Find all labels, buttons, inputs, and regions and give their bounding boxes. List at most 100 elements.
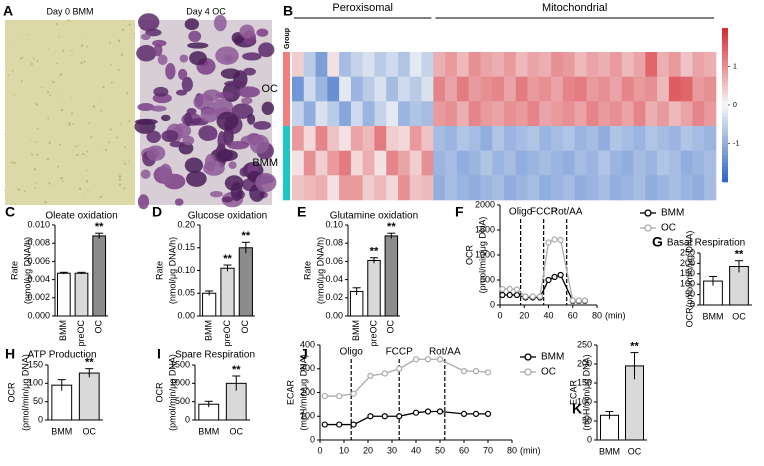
significance: ** bbox=[95, 221, 104, 233]
heatmap-cell bbox=[645, 76, 658, 102]
cell bbox=[137, 194, 150, 210]
colorbar-step bbox=[722, 151, 728, 156]
speck bbox=[13, 161, 16, 165]
heatmap-cell bbox=[327, 150, 340, 176]
row-group-label: BMM bbox=[252, 157, 278, 169]
x-tick-label: 20 bbox=[363, 445, 373, 455]
heatmap-cell bbox=[433, 175, 446, 201]
heatmap-cell bbox=[539, 175, 552, 201]
speck bbox=[56, 96, 58, 98]
cell bbox=[216, 149, 238, 162]
cell bbox=[146, 145, 166, 161]
heatmap-cell bbox=[704, 175, 717, 201]
speck bbox=[59, 73, 62, 76]
speck bbox=[93, 184, 95, 186]
heatmap-cell bbox=[445, 150, 458, 176]
speck bbox=[86, 169, 88, 171]
cell bbox=[203, 160, 225, 176]
bar bbox=[238, 247, 253, 317]
speck bbox=[127, 148, 129, 151]
data-point bbox=[484, 369, 492, 376]
x-tick-label: BMM bbox=[703, 311, 724, 321]
heatmap-cell bbox=[386, 126, 399, 151]
heatmap-cell bbox=[680, 175, 693, 201]
heatmap-cell bbox=[303, 76, 316, 102]
heatmap-cell bbox=[668, 126, 681, 151]
speck bbox=[87, 190, 89, 192]
y-axis-label: Rate bbox=[302, 261, 312, 280]
heatmap-cell bbox=[586, 175, 599, 201]
heatmap-cell bbox=[327, 52, 340, 77]
heatmap-cell bbox=[480, 52, 493, 77]
panel-letter: F bbox=[455, 204, 464, 220]
data-point bbox=[336, 392, 343, 400]
speck bbox=[80, 44, 84, 47]
heatmap-cell bbox=[539, 76, 552, 102]
speck bbox=[123, 187, 125, 190]
significance: ** bbox=[232, 364, 241, 376]
heatmap-cell bbox=[398, 52, 411, 77]
heatmap-cell bbox=[362, 175, 375, 201]
heatmap-cell bbox=[598, 126, 611, 151]
heatmap-cell bbox=[398, 101, 411, 127]
colorbar-step bbox=[722, 35, 728, 40]
heatmap-cell bbox=[456, 150, 469, 176]
row-group-label: OC bbox=[262, 83, 279, 95]
speck bbox=[10, 161, 13, 164]
y-tick-label: 150 bbox=[680, 268, 695, 278]
heatmap-cell bbox=[468, 52, 481, 77]
cell bbox=[137, 103, 155, 112]
y-tick-label: 150 bbox=[28, 359, 43, 369]
y-tick-label: 0 bbox=[490, 299, 495, 309]
y-axis-label: Rate bbox=[154, 261, 164, 280]
row-header: Group bbox=[284, 28, 291, 49]
speck bbox=[118, 40, 120, 43]
heatmap-cell bbox=[468, 76, 481, 102]
heatmap-cell bbox=[433, 150, 446, 176]
y-tick-label: 500 bbox=[175, 396, 190, 406]
speck bbox=[124, 146, 126, 149]
y-tick-label: 500 bbox=[480, 274, 495, 284]
cell bbox=[137, 13, 160, 32]
y-axis-label: OCR bbox=[154, 382, 164, 403]
cell bbox=[160, 114, 171, 122]
speck bbox=[60, 176, 63, 180]
data-point bbox=[321, 421, 328, 428]
speck bbox=[34, 186, 37, 189]
data-point bbox=[396, 365, 403, 372]
heatmap-cell bbox=[433, 76, 446, 102]
heatmap-cell bbox=[315, 52, 328, 77]
colorbar-step bbox=[722, 43, 728, 48]
cell bbox=[189, 51, 207, 66]
y-tick-label: 1500 bbox=[475, 224, 495, 234]
y-tick-label: 1500 bbox=[170, 359, 190, 369]
chart-title: Basal Respiration bbox=[667, 238, 745, 249]
heatmap-cell bbox=[303, 101, 316, 127]
cell bbox=[239, 167, 249, 177]
heatmap-cell bbox=[421, 101, 434, 127]
heatmap-cell bbox=[645, 101, 658, 127]
panel-letter: G bbox=[652, 234, 663, 250]
speck bbox=[100, 109, 103, 112]
heatmap-cell bbox=[704, 101, 717, 127]
colorbar-step bbox=[722, 143, 728, 148]
texture bbox=[4, 13, 277, 210]
significance: ** bbox=[370, 246, 379, 258]
heatmap-cell bbox=[551, 76, 564, 102]
heatmap-cell bbox=[598, 52, 611, 77]
speck bbox=[41, 86, 43, 89]
heatmap-cell bbox=[539, 101, 552, 127]
bar bbox=[202, 292, 217, 317]
colorbar-step bbox=[722, 108, 728, 113]
x-tick-label: 40 bbox=[411, 445, 421, 455]
series-line bbox=[324, 358, 489, 397]
heatmap-cell bbox=[551, 126, 564, 151]
bar bbox=[78, 372, 100, 421]
speck bbox=[72, 123, 74, 125]
heatmap-cell bbox=[527, 52, 540, 77]
heatmap-cell bbox=[574, 52, 587, 77]
heatmap-cell bbox=[339, 52, 352, 77]
speck bbox=[60, 108, 64, 112]
speck bbox=[36, 153, 39, 156]
y-tick-label: 50 bbox=[582, 415, 592, 425]
